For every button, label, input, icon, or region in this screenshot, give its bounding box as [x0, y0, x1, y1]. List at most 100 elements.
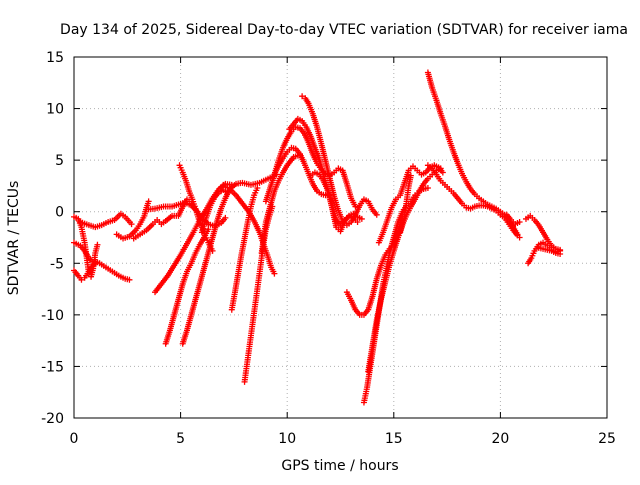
- trace-markers: [344, 291, 354, 302]
- x-tick-label: 0: [70, 431, 79, 447]
- trace-markers: [376, 231, 386, 244]
- trace-markers: [499, 213, 506, 220]
- series-t16: [258, 151, 303, 256]
- x-tick-label: 5: [176, 431, 185, 447]
- trace-markers: [349, 197, 358, 208]
- trace-markers: [267, 190, 277, 208]
- trace-markers: [256, 257, 265, 275]
- trace-markers: [197, 236, 206, 246]
- trace-markers: [176, 282, 186, 301]
- trace-markers: [154, 204, 165, 212]
- trace-markers: [395, 210, 405, 223]
- trace-markers: [87, 256, 94, 263]
- trace-markers: [334, 218, 343, 227]
- trace-markers: [325, 188, 335, 205]
- trace-markers: [337, 166, 344, 173]
- series-t25: [375, 162, 446, 246]
- trace-markers: [349, 299, 358, 311]
- trace-markers: [205, 236, 216, 255]
- trace-markers: [383, 252, 393, 270]
- trace-markers: [117, 273, 127, 281]
- y-tick-label: -10: [41, 308, 64, 324]
- trace-markers: [218, 197, 228, 210]
- trace-markers: [298, 126, 306, 135]
- trace-markers: [241, 221, 251, 240]
- trace-markers: [413, 190, 422, 201]
- trace-markers: [145, 205, 156, 213]
- trace-markers: [304, 125, 313, 138]
- trace-markers: [100, 220, 109, 228]
- y-tick-label: 10: [46, 102, 64, 118]
- trace-markers: [138, 214, 147, 226]
- trace-markers: [310, 112, 320, 129]
- trace-markers: [232, 272, 241, 294]
- trace-markers: [76, 274, 83, 281]
- trace-markers: [302, 162, 311, 175]
- trace-markers: [281, 150, 289, 160]
- trace-markers: [317, 173, 326, 182]
- trace-markers: [486, 204, 493, 211]
- trace-markers: [193, 243, 202, 254]
- trace-markers: [241, 365, 250, 383]
- trace-markers: [248, 319, 256, 337]
- trace-markers: [145, 222, 155, 232]
- trace-markers: [171, 202, 180, 209]
- trace-markers: [310, 182, 319, 193]
- trace-markers: [238, 237, 248, 256]
- trace-markers: [171, 212, 180, 219]
- trace-markers: [265, 256, 274, 269]
- trace-markers: [340, 169, 350, 185]
- trace-markers: [455, 162, 465, 175]
- trace-markers: [180, 270, 190, 285]
- trace-markers: [545, 238, 554, 247]
- y-tick-label: -15: [41, 359, 64, 375]
- trace-markers: [164, 214, 174, 223]
- trace-markers: [374, 264, 384, 280]
- trace-markers: [344, 182, 354, 200]
- trace-markers: [503, 216, 511, 226]
- trace-markers: [361, 386, 370, 404]
- trace-markers: [434, 99, 444, 115]
- trace-markers: [180, 171, 189, 182]
- trace-markers: [532, 218, 541, 227]
- trace-markers: [387, 236, 397, 255]
- trace-markers: [422, 177, 430, 186]
- trace-markers: [177, 164, 185, 174]
- trace-markers: [430, 167, 439, 176]
- trace-markers: [162, 203, 173, 210]
- trace-markers: [185, 231, 196, 245]
- trace-markers: [482, 203, 489, 210]
- trace-markers: [185, 262, 194, 273]
- trace-markers: [536, 223, 545, 234]
- trace-markers: [78, 226, 88, 244]
- x-tick-label: 10: [278, 431, 296, 447]
- trace-markers: [272, 179, 281, 193]
- trace-markers: [294, 147, 302, 156]
- trace-markers: [176, 205, 185, 217]
- trace-markers: [132, 232, 141, 241]
- trace-markers: [434, 173, 443, 182]
- trace-markers: [79, 219, 90, 228]
- trace-markers: [416, 169, 423, 176]
- trace-markers: [353, 204, 362, 216]
- trace-markers: [439, 179, 446, 186]
- trace-markers: [276, 146, 286, 162]
- trace-markers: [248, 194, 257, 208]
- trace-markers: [473, 193, 480, 200]
- trace-markers: [312, 146, 322, 161]
- trace-markers: [281, 164, 290, 174]
- trace-markers: [190, 198, 198, 210]
- trace-markers: [294, 124, 301, 131]
- trace-markers: [370, 208, 379, 217]
- trace-markers: [83, 270, 91, 279]
- trace-markers: [436, 166, 445, 174]
- trace-markers: [98, 261, 107, 270]
- trace-markers: [310, 152, 320, 165]
- trace-markers: [252, 288, 261, 306]
- series-t29: [503, 211, 523, 228]
- trace-markers: [228, 187, 238, 197]
- trace-markers: [188, 298, 198, 316]
- trace-markers: [92, 243, 100, 254]
- trace-markers: [222, 188, 229, 195]
- series-t31: [522, 212, 564, 253]
